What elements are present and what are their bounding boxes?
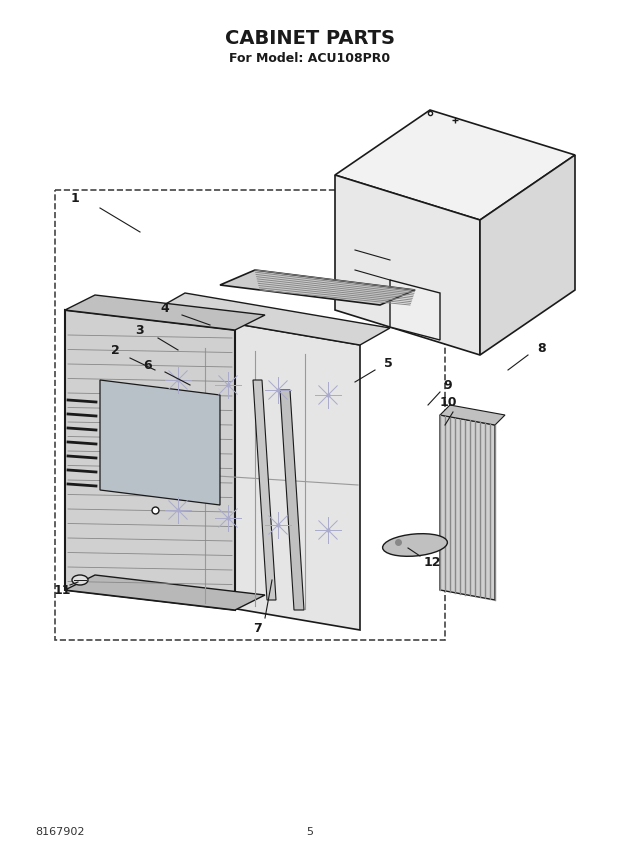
Text: 12: 12 [423,556,441,568]
Polygon shape [440,415,495,600]
Text: 2: 2 [110,343,120,356]
Polygon shape [390,280,440,340]
Text: For Model: ACU108PR0: For Model: ACU108PR0 [229,51,391,64]
Polygon shape [220,270,415,305]
Bar [55,190,445,640]
Text: 7: 7 [254,621,262,634]
Text: 6: 6 [144,359,153,372]
Text: 9: 9 [444,378,453,391]
Polygon shape [335,175,480,355]
Polygon shape [335,110,575,220]
Text: 8: 8 [538,342,546,354]
Polygon shape [280,390,304,610]
Polygon shape [155,310,360,630]
Text: 8167902: 8167902 [35,827,84,837]
Text: 1: 1 [71,192,79,205]
Polygon shape [440,405,505,425]
Polygon shape [100,380,220,505]
Text: 10: 10 [439,395,457,408]
Ellipse shape [383,533,448,556]
Text: 4: 4 [161,301,169,314]
Polygon shape [253,380,276,600]
Polygon shape [65,295,265,330]
Polygon shape [155,293,390,345]
Text: CABINET PARTS: CABINET PARTS [225,28,395,47]
Text: 5: 5 [384,356,392,370]
Polygon shape [65,310,235,610]
Text: 5: 5 [306,827,314,837]
Polygon shape [480,155,575,355]
Text: 11: 11 [53,584,71,597]
Ellipse shape [72,575,88,585]
Polygon shape [65,575,265,610]
Text: 3: 3 [136,324,144,336]
